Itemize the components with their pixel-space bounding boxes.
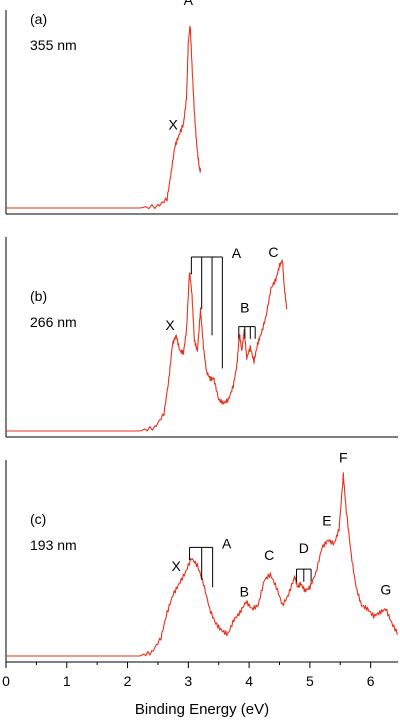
panel-c-band-label-d: D — [299, 540, 309, 556]
x-axis-title: Binding Energy (eV) — [135, 701, 269, 718]
panel-a-spectrum-line — [6, 25, 202, 210]
panel-c-band-label-f: F — [339, 449, 348, 465]
panel-b: (b) 266 nm X B C A — [5, 237, 398, 438]
x-tick-label: 2 — [124, 673, 132, 689]
x-tick-label: 0 — [2, 673, 10, 689]
panel-c-spectrum-line — [6, 472, 399, 657]
panel-c-progression-label-a: A — [222, 535, 232, 551]
panel-a-marks: XA — [6, 0, 202, 210]
panel-c-band-label-g: G — [380, 581, 391, 597]
x-axis: 0 1 2 3 4 5 6 Binding Energy (eV) — [2, 661, 398, 718]
panel-c: (c) 193 nm X B C DE F G A — [5, 449, 399, 662]
panel-a-band-label-a: A — [184, 0, 194, 8]
panel-b-label: (b) — [30, 288, 47, 304]
panel-a: (a) 355 nm XA — [5, 0, 398, 215]
panel-c-band-label-b: B — [240, 583, 249, 599]
panel-c-marks: X B C DE F G A — [6, 449, 399, 657]
panel-a-wavelength: 355 nm — [30, 37, 77, 53]
panel-c-band-label-x: X — [171, 558, 181, 574]
x-tick-label: 6 — [367, 673, 375, 689]
panel-b-band-label-b: B — [240, 300, 249, 316]
panel-b-band-label-x: X — [165, 317, 175, 333]
panel-b-band-label-c: C — [268, 244, 278, 260]
panel-a-band-label-x: X — [168, 116, 178, 132]
panel-c-label: (c) — [30, 511, 46, 527]
panel-b-wavelength: 266 nm — [30, 314, 77, 330]
panel-c-band-label-e: E — [322, 513, 331, 529]
panel-c-band-label-c: C — [264, 547, 274, 563]
x-tick-label: 5 — [306, 673, 314, 689]
x-tick-label: 4 — [245, 673, 253, 689]
panel-b-marks: X B C A — [6, 244, 288, 432]
panel-a-label: (a) — [30, 11, 47, 27]
x-tick-label: 3 — [184, 673, 192, 689]
panel-b-progression-label-a: A — [232, 245, 242, 261]
panel-c-wavelength: 193 nm — [30, 537, 77, 553]
panel-b-spectrum-line — [6, 259, 288, 432]
x-axis-ticks: 0 1 2 3 4 5 6 — [2, 662, 375, 689]
x-tick-label: 1 — [63, 673, 71, 689]
